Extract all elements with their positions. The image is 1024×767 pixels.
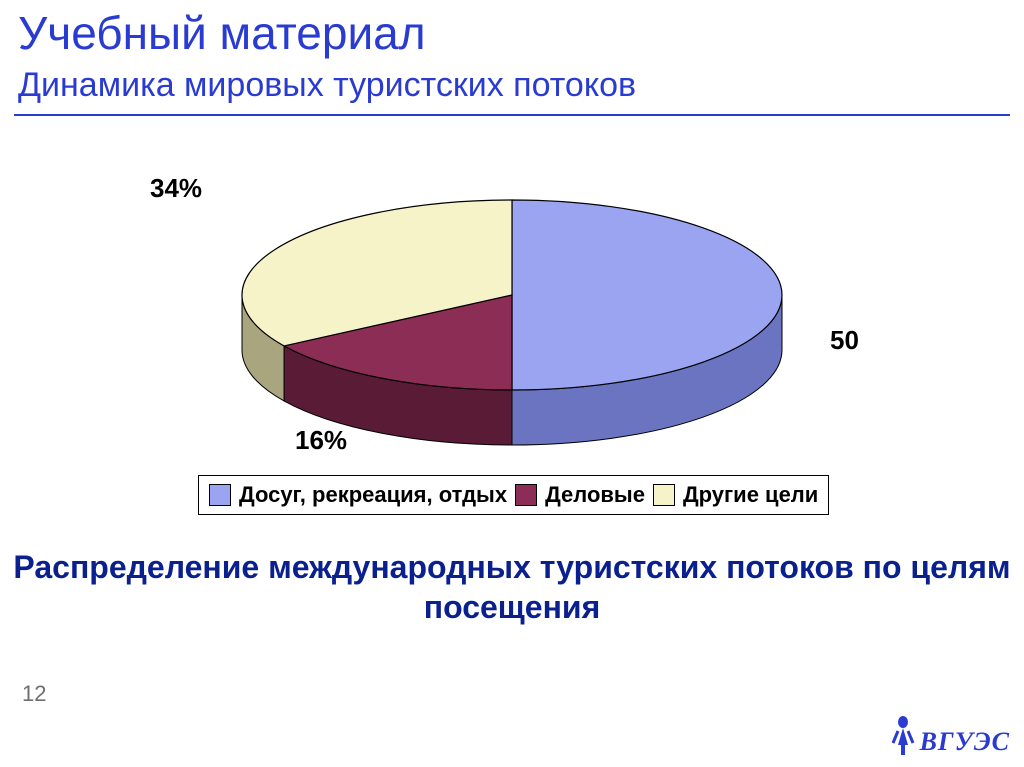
- org-logo: ВГУЭС: [890, 715, 1010, 757]
- slice-label-business: 16%: [295, 425, 347, 456]
- page-number: 12: [22, 681, 46, 707]
- legend-swatch-other: [653, 484, 675, 506]
- logo-figure-icon: [890, 715, 916, 757]
- title-rule: [14, 114, 1010, 116]
- logo-text: ВГУЭС: [920, 727, 1010, 757]
- slice-label-leisure: 50: [830, 325, 859, 356]
- chart-legend: Досуг, рекреация, отдых Деловые Другие ц…: [198, 475, 829, 515]
- pie-chart-3d: 50 16% 34%: [140, 155, 884, 455]
- legend-label-other: Другие цели: [683, 482, 818, 508]
- legend-label-leisure: Досуг, рекреация, отдых: [239, 482, 507, 508]
- legend-label-business: Деловые: [545, 482, 645, 508]
- chart-caption: Распределение международных туристских п…: [0, 547, 1024, 627]
- slice-label-other: 34%: [150, 173, 202, 204]
- slide-title: Учебный материал: [18, 6, 426, 60]
- legend-swatch-business: [515, 484, 537, 506]
- legend-swatch-leisure: [209, 484, 231, 506]
- slide-subtitle: Динамика мировых туристских потоков: [18, 66, 636, 105]
